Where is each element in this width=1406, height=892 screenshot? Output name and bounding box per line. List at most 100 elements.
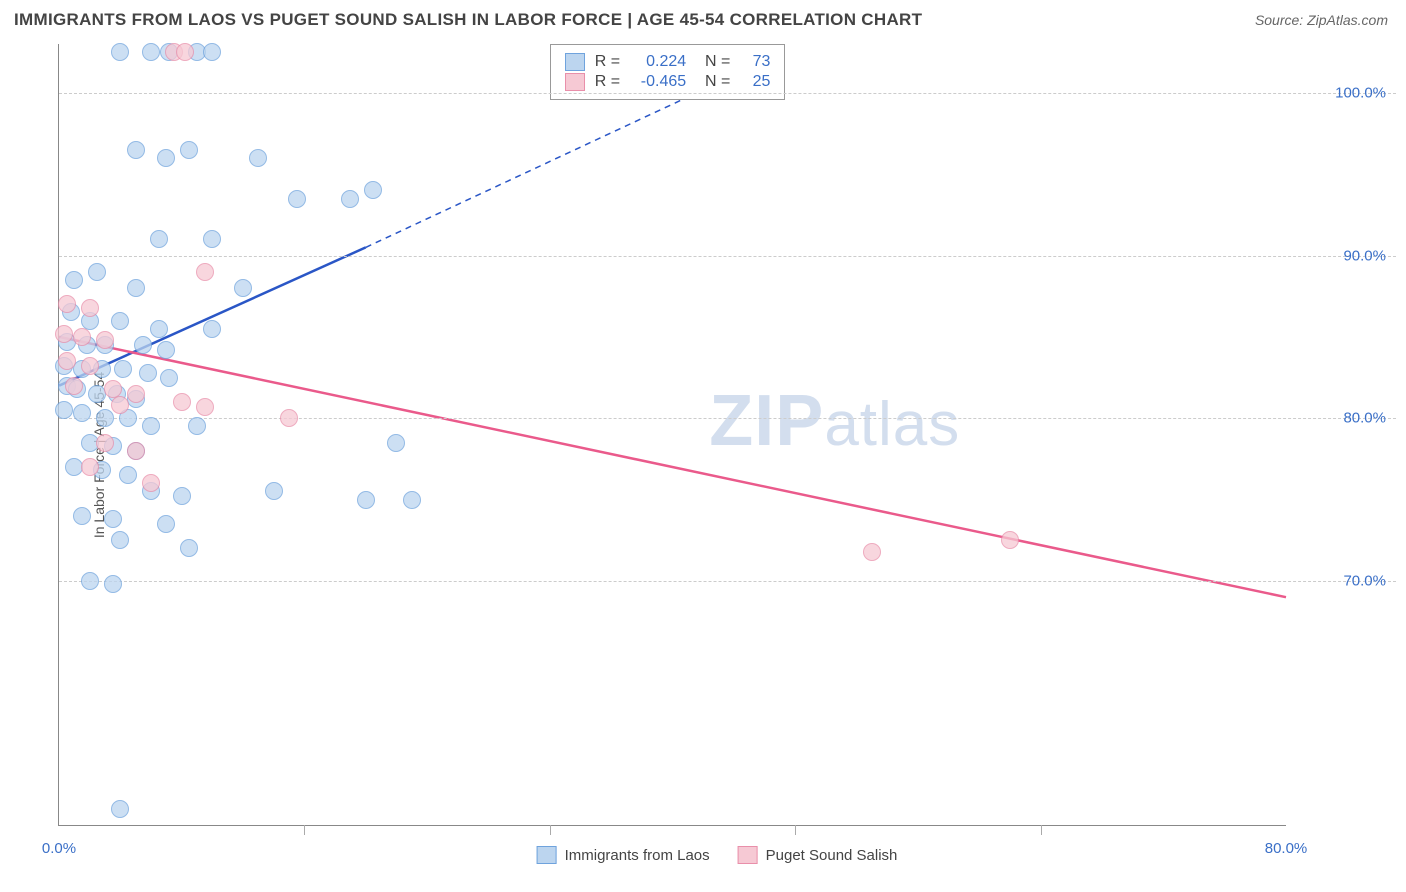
scatter-point	[65, 271, 83, 289]
x-tick	[1041, 825, 1042, 835]
scatter-point	[111, 396, 129, 414]
scatter-point	[142, 474, 160, 492]
scatter-point	[88, 263, 106, 281]
legend-swatch	[565, 53, 585, 71]
stat-label: N =	[696, 53, 730, 71]
scatter-point	[150, 230, 168, 248]
stat-n-value: 25	[740, 73, 770, 91]
gridline	[59, 581, 1396, 582]
scatter-point	[234, 279, 252, 297]
scatter-point	[180, 141, 198, 159]
gridline	[59, 418, 1396, 419]
scatter-point	[139, 364, 157, 382]
legend-label: Puget Sound Salish	[766, 847, 898, 864]
scatter-point	[127, 279, 145, 297]
scatter-point	[81, 572, 99, 590]
stats-legend: R = 0.224 N = 73 R = -0.465 N = 25	[550, 44, 786, 100]
scatter-point	[173, 393, 191, 411]
regression-lines	[59, 44, 1286, 825]
scatter-point	[176, 43, 194, 61]
scatter-point	[142, 43, 160, 61]
scatter-point	[341, 190, 359, 208]
watermark: ZIPatlas	[709, 380, 960, 462]
scatter-point	[111, 312, 129, 330]
legend-item: Puget Sound Salish	[738, 846, 898, 864]
scatter-point	[249, 149, 267, 167]
gridline	[59, 256, 1396, 257]
y-tick-label: 70.0%	[1296, 572, 1386, 589]
scatter-point	[55, 401, 73, 419]
chart-title: IMMIGRANTS FROM LAOS VS PUGET SOUND SALI…	[14, 10, 922, 30]
scatter-point	[58, 295, 76, 313]
scatter-point	[357, 491, 375, 509]
scatter-point	[203, 230, 221, 248]
bottom-legend: Immigrants from Laos Puget Sound Salish	[537, 846, 898, 864]
scatter-point	[387, 434, 405, 452]
stats-row: R = -0.465 N = 25	[565, 73, 771, 91]
scatter-point	[142, 417, 160, 435]
scatter-point	[96, 434, 114, 452]
scatter-point	[111, 531, 129, 549]
scatter-point	[127, 141, 145, 159]
scatter-point	[157, 515, 175, 533]
legend-swatch	[738, 846, 758, 864]
x-tick	[795, 825, 796, 835]
legend-item: Immigrants from Laos	[537, 846, 710, 864]
scatter-point	[196, 263, 214, 281]
scatter-point	[134, 336, 152, 354]
scatter-point	[104, 510, 122, 528]
stats-row: R = 0.224 N = 73	[565, 53, 771, 71]
scatter-point	[403, 491, 421, 509]
scatter-point	[65, 377, 83, 395]
scatter-point	[96, 409, 114, 427]
y-tick-label: 80.0%	[1296, 410, 1386, 427]
stat-n-value: 73	[740, 53, 770, 71]
x-tick	[550, 825, 551, 835]
stat-label: R =	[595, 53, 620, 71]
scatter-point	[160, 369, 178, 387]
scatter-point	[280, 409, 298, 427]
legend-swatch	[565, 73, 585, 91]
scatter-point	[127, 442, 145, 460]
scatter-point	[173, 487, 191, 505]
scatter-point	[203, 320, 221, 338]
plot-region: ZIPatlas R = 0.224 N = 73 R = -0.465 N = 25 7…	[58, 44, 1286, 826]
scatter-point	[111, 43, 129, 61]
scatter-point	[1001, 531, 1019, 549]
scatter-point	[58, 352, 76, 370]
scatter-point	[180, 539, 198, 557]
x-tick	[304, 825, 305, 835]
stat-label: R =	[595, 73, 620, 91]
title-bar: IMMIGRANTS FROM LAOS VS PUGET SOUND SALI…	[0, 0, 1406, 36]
scatter-point	[157, 149, 175, 167]
scatter-point	[104, 575, 122, 593]
scatter-point	[203, 43, 221, 61]
scatter-point	[55, 325, 73, 343]
legend-swatch	[537, 846, 557, 864]
scatter-point	[73, 507, 91, 525]
scatter-point	[127, 385, 145, 403]
scatter-point	[81, 357, 99, 375]
source-label: Source: ZipAtlas.com	[1255, 12, 1388, 28]
scatter-point	[863, 543, 881, 561]
scatter-point	[81, 299, 99, 317]
scatter-point	[196, 398, 214, 416]
x-tick-label: 80.0%	[1265, 840, 1308, 857]
scatter-point	[364, 181, 382, 199]
stat-label: N =	[696, 73, 730, 91]
scatter-point	[188, 417, 206, 435]
x-tick-label: 0.0%	[42, 840, 76, 857]
scatter-point	[73, 328, 91, 346]
gridline	[59, 93, 1396, 94]
scatter-point	[150, 320, 168, 338]
y-tick-label: 100.0%	[1296, 84, 1386, 101]
legend-label: Immigrants from Laos	[565, 847, 710, 864]
stat-r-value: 0.224	[630, 53, 686, 71]
y-tick-label: 90.0%	[1296, 247, 1386, 264]
scatter-point	[114, 360, 132, 378]
scatter-point	[73, 404, 91, 422]
scatter-point	[96, 331, 114, 349]
scatter-point	[288, 190, 306, 208]
stat-r-value: -0.465	[630, 73, 686, 91]
scatter-point	[157, 341, 175, 359]
